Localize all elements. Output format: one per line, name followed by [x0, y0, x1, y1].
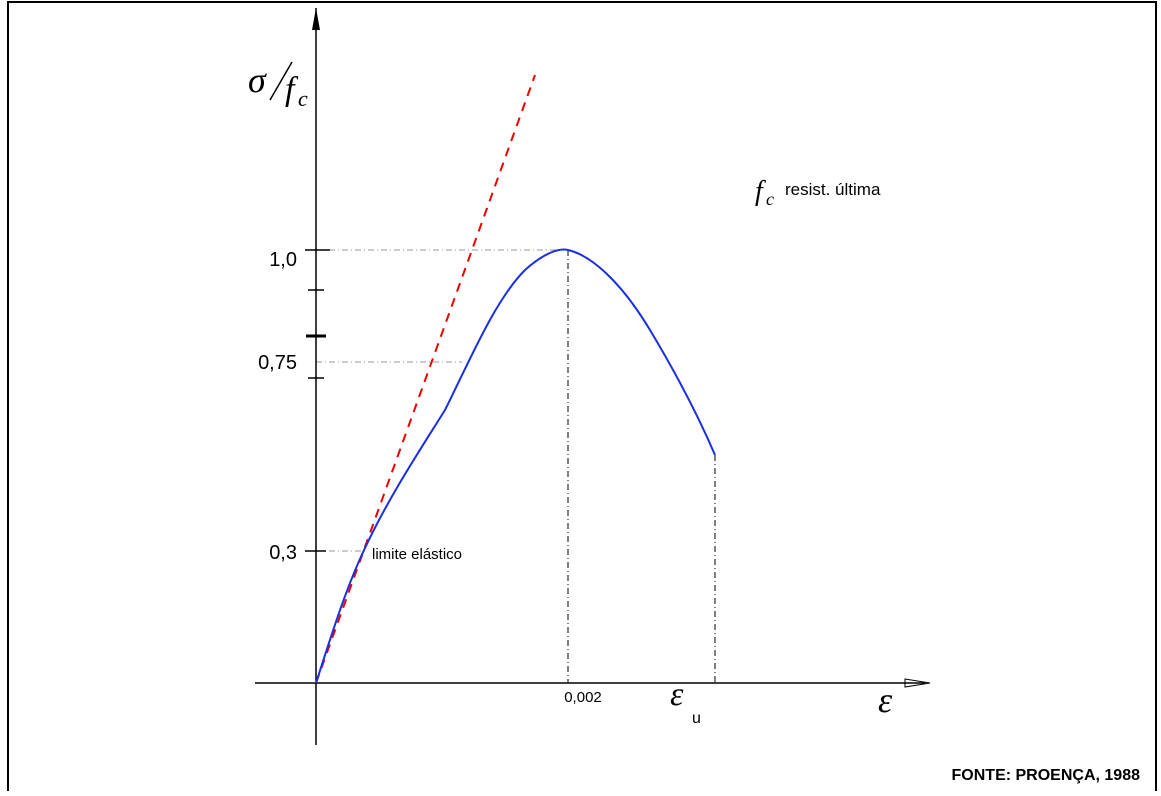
x-tick-symbol: ε	[670, 676, 684, 713]
x-arrow	[904, 678, 931, 688]
axes	[255, 8, 925, 745]
y-axis-numerator: σ	[248, 60, 267, 100]
x-tick-subscript: u	[692, 710, 701, 727]
stress-strain-curve	[315, 248, 716, 684]
source: FONTE: PROENÇA, 1988	[952, 767, 1141, 784]
y-tick-label: 0,3	[269, 542, 297, 564]
note-symbol: f	[755, 176, 766, 207]
annotation: limite elástico	[372, 546, 462, 563]
x-axis-label: ε	[878, 680, 893, 720]
elastic-line	[315, 74, 536, 684]
x-tick-label: 0,002	[564, 689, 602, 706]
fraction-slash	[269, 61, 293, 101]
y-tick-label: 1,0	[269, 249, 297, 271]
drop-lines	[567, 250, 716, 683]
guide-lines	[316, 249, 568, 552]
note-text: resist. última	[785, 180, 881, 199]
y-axis-subscript: c	[298, 86, 308, 111]
y-tick-label: 0,75	[258, 352, 297, 374]
y-arrow	[312, 8, 320, 30]
frame	[7, 1, 1157, 796]
note-subscript: c	[766, 189, 774, 209]
